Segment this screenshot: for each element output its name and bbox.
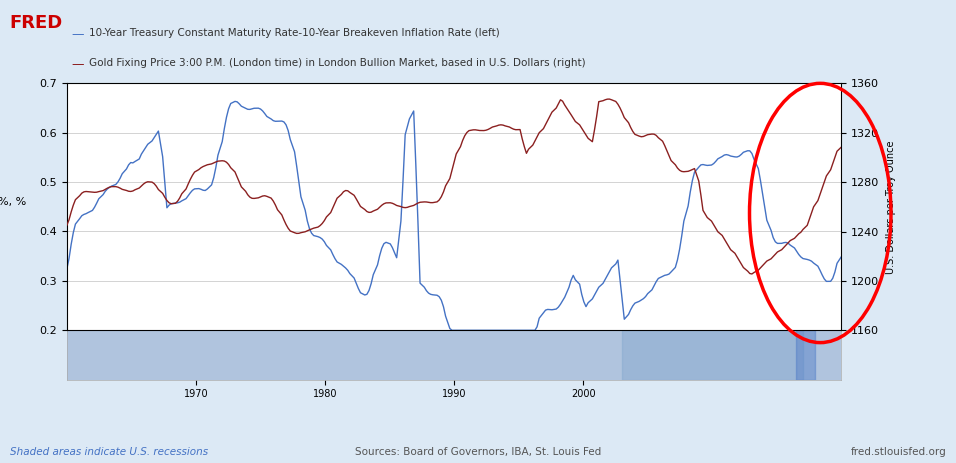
Text: Sources: Board of Governors, IBA, St. Louis Fed: Sources: Board of Governors, IBA, St. Lo…: [355, 447, 601, 457]
Text: 10-Year Treasury Constant Maturity Rate-10-Year Breakeven Inflation Rate (left): 10-Year Treasury Constant Maturity Rate-…: [89, 28, 500, 38]
Text: —: —: [72, 58, 88, 71]
Bar: [796, 330, 815, 380]
Text: FRED: FRED: [10, 14, 63, 32]
Y-axis label: U.S. Dollars per Troy Ounce: U.S. Dollars per Troy Ounce: [886, 140, 896, 274]
Text: —: —: [72, 28, 88, 41]
Text: Shaded areas indicate U.S. recessions: Shaded areas indicate U.S. recessions: [10, 447, 207, 457]
Text: Gold Fixing Price 3:00 P.M. (London time) in London Bullion Market, based in U.S: Gold Fixing Price 3:00 P.M. (London time…: [89, 58, 585, 68]
Text: fred.stlouisfed.org: fred.stlouisfed.org: [851, 447, 946, 457]
Bar: [622, 330, 803, 380]
Y-axis label: %, %: %, %: [0, 197, 26, 207]
